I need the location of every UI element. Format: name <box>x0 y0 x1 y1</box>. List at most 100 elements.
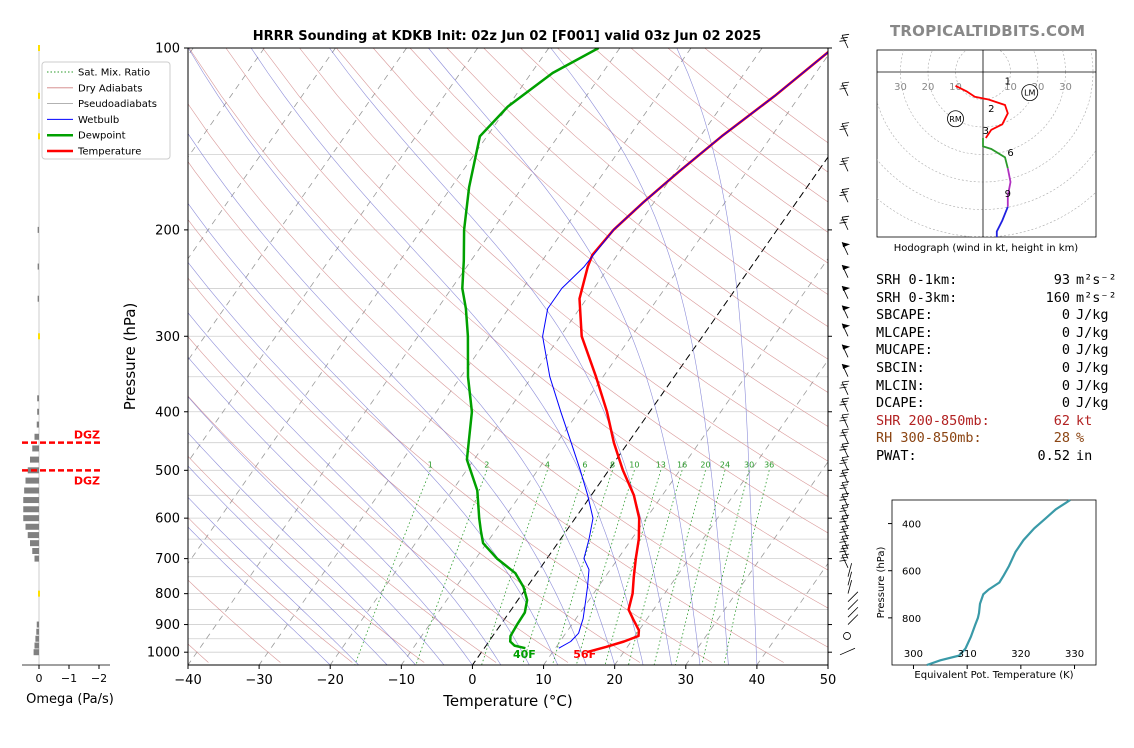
storm-motion-label: RM <box>949 115 962 124</box>
legend-label: Pseudoadiabats <box>78 99 157 110</box>
mixing-ratio-line <box>575 470 635 665</box>
barb-feather <box>839 128 847 130</box>
barb-feather <box>840 36 848 39</box>
mixing-ratio-label: 30 <box>744 460 754 469</box>
wind-barb <box>841 323 851 337</box>
barb-feather <box>839 434 847 437</box>
legend-label: Dewpoint <box>78 131 126 142</box>
barb-feather <box>840 383 848 386</box>
barb-feather <box>842 81 850 84</box>
index-row: RH 300-850mb: 28% <box>876 430 1084 446</box>
pseudoadiabat <box>188 132 587 665</box>
barb-feather <box>840 84 848 87</box>
y-tick-label: 800 <box>155 587 180 602</box>
wind-barb <box>847 563 853 577</box>
wind-barb <box>839 188 850 203</box>
wind-barb <box>839 469 850 484</box>
barb-feather <box>842 442 850 445</box>
pseudoadiabat <box>250 48 644 665</box>
mixing-ratio-line <box>653 470 706 665</box>
thetae-x-tick-label: 300 <box>904 649 923 660</box>
wind-barb <box>841 242 851 256</box>
omega-bar <box>32 547 39 554</box>
barb-feather <box>839 550 847 553</box>
wind-barb <box>847 599 859 610</box>
barb-feather <box>839 386 847 389</box>
omega-bar <box>36 621 39 628</box>
wind-barb <box>839 380 850 395</box>
index-value: 62 <box>1053 412 1070 429</box>
mixing-ratio-label: 6 <box>582 460 587 469</box>
hodograph-ring-label: 10 <box>1004 82 1017 93</box>
barb-feather <box>840 125 848 127</box>
barb-staff <box>841 443 849 458</box>
omega-bar <box>37 408 39 415</box>
mixing-ratio-line <box>481 470 548 665</box>
hodograph-plot: 30 20 10 10 20 30 1 2 3 6 9 RM LM <box>877 50 1096 237</box>
thetae-y-axis-label: Pressure (hPa) <box>876 547 887 619</box>
y-tick-label: 100 <box>155 42 180 57</box>
x-tick-label: 40 <box>749 673 766 688</box>
barb-feather <box>839 87 847 90</box>
skewt-traces: 56F 40F <box>461 48 828 661</box>
barb-feather <box>842 544 850 547</box>
wind-barb <box>841 285 851 299</box>
mixing-ratio-label: 4 <box>545 460 550 469</box>
legend: Sat. Mix. Ratio Dry Adiabats Pseudoadiabat… <box>41 61 171 160</box>
dry-adiabat <box>188 161 784 663</box>
index-value: 0.52 <box>1037 448 1070 464</box>
thetae-y-tick-label: 800 <box>902 614 921 625</box>
index-unit: % <box>1076 430 1085 447</box>
barb-staff <box>841 429 849 443</box>
barb-feather <box>840 218 848 221</box>
barb-feather <box>839 475 847 477</box>
hodograph-height-label: 9 <box>1005 189 1011 200</box>
x-tick-label: −40 <box>174 673 201 688</box>
dry-adiabat <box>188 103 828 648</box>
hodograph-height-label: 2 <box>988 104 994 115</box>
omega-x-axis-label: Omega (Pa/s) <box>26 692 114 707</box>
y-tick-label: 900 <box>155 618 180 633</box>
thetae-x-tick-label: 330 <box>1065 649 1084 660</box>
barb-staff <box>841 82 849 97</box>
storm-motion-marker <box>947 110 964 128</box>
wind-barb <box>839 122 850 137</box>
mixing-ratio-line <box>628 470 683 665</box>
dry-adiabat <box>188 219 712 663</box>
barb-feather <box>839 498 847 501</box>
omega-bar <box>36 421 39 428</box>
wind-barbs <box>839 33 859 656</box>
barb-feather <box>840 556 848 559</box>
wind-barb <box>839 397 850 412</box>
omega-bar <box>35 635 39 642</box>
thetae-frame <box>891 499 1097 666</box>
index-value: 0 <box>1061 324 1070 341</box>
barb-feather <box>839 540 847 543</box>
barb-staff <box>841 536 849 550</box>
index-label: DCAPE: <box>876 395 925 412</box>
x-tick-label: 50 <box>820 673 837 688</box>
hodograph-trace <box>955 84 1009 139</box>
y-tick-label: 600 <box>155 512 180 527</box>
wind-barb <box>847 606 859 618</box>
pseudoadiabat <box>550 48 729 665</box>
mixing-ratio-label: 2 <box>484 460 489 469</box>
trace-temperature <box>578 50 828 654</box>
barb-feather <box>840 459 848 462</box>
barb-staff <box>847 563 853 577</box>
barb-flag <box>842 265 851 271</box>
hodograph-ring-label: 30 <box>894 82 907 93</box>
wind-barb <box>839 215 850 231</box>
omega-bar <box>37 395 39 402</box>
barb-feather <box>840 472 848 474</box>
barb-feather <box>842 413 850 416</box>
storm-motion-marker <box>1021 84 1039 102</box>
pseudoadiabat <box>428 48 701 665</box>
index-value: 0 <box>1061 342 1070 359</box>
dry-adiabat <box>188 455 425 663</box>
barb-staff <box>841 526 849 540</box>
barb-feather <box>842 456 850 459</box>
index-value: 0 <box>1061 377 1070 394</box>
